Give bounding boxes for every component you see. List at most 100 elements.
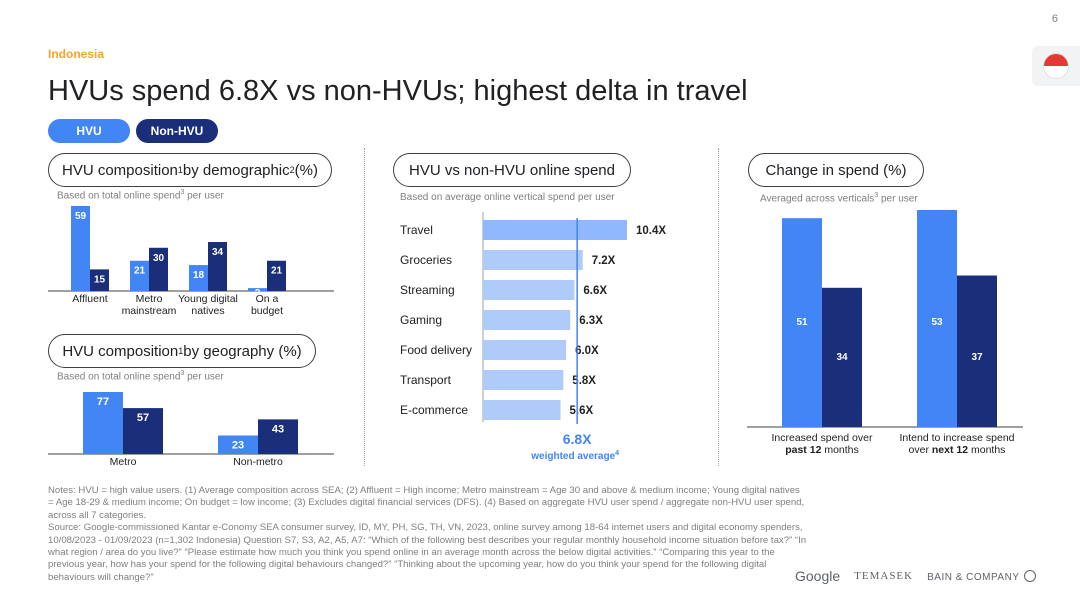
bar-hvu	[130, 260, 149, 291]
category-label-line1: Intend to increase spend	[900, 432, 1015, 444]
data-label: 5.8X	[572, 375, 596, 387]
weighted-average-sup: 4	[615, 450, 619, 457]
data-label-hvu: 77	[97, 396, 109, 408]
category-label: Travel	[400, 223, 433, 237]
category-label: Gaming	[400, 313, 442, 327]
spend-bar	[483, 310, 571, 330]
bar-non-hvu	[258, 419, 298, 454]
bar-hvu	[189, 265, 208, 291]
category-label-line2: past 12 months	[785, 444, 859, 456]
spend-bar	[483, 370, 564, 390]
data-label: 5.6X	[570, 405, 594, 417]
data-label-non-hvu: 43	[272, 423, 284, 435]
spend-subnote: Based on average online vertical spend p…	[400, 192, 615, 203]
bar-non-hvu	[123, 408, 163, 454]
category-label: mainstream	[122, 305, 177, 317]
spend-bar	[483, 220, 627, 240]
geography-chart: 77 57 Metro 23 43 Non-metro	[48, 392, 334, 468]
data-label-non-hvu: 37	[971, 352, 983, 363]
category-label: Metro	[136, 293, 163, 305]
bar-non-hvu	[957, 275, 997, 427]
spend-bar	[483, 340, 567, 360]
category-label: Affluent	[72, 293, 107, 305]
category-label: Groceries	[400, 253, 452, 267]
footnote-source: Source: Google-commissioned Kantar e-Con…	[48, 522, 807, 583]
bar-non-hvu	[149, 247, 168, 291]
category-label: Young digital	[178, 293, 238, 305]
category-label-bold: next 12	[932, 444, 968, 456]
spend-bar	[483, 250, 583, 270]
legend-hvu: HVU	[48, 119, 130, 143]
partner-logos: Google TEMASEK BAIN & COMPANY	[795, 568, 1036, 584]
category-label: Metro	[110, 456, 137, 468]
change-subnote: Averaged across verticals3 per user	[760, 192, 918, 205]
bar-hvu	[248, 288, 267, 291]
category-label: Transport	[400, 373, 452, 387]
category-label-part: months	[821, 444, 858, 456]
category-label: Non-metro	[233, 456, 283, 468]
bain-logo: BAIN & COMPANY	[927, 569, 1036, 583]
data-label: 10.4X	[636, 225, 666, 237]
category-label: Food delivery	[400, 343, 472, 357]
bar-hvu	[71, 206, 90, 291]
footnote-notes: Notes: HVU = high value users. (1) Avera…	[48, 485, 805, 521]
category-label-line2: over next 12 months	[909, 444, 1006, 456]
category-label: budget	[251, 305, 283, 317]
data-label-hvu: 2	[255, 288, 261, 299]
data-label-hvu: 59	[75, 211, 87, 222]
footnotes: Notes: HVU = high value users. (1) Avera…	[48, 485, 808, 584]
category-label: Streaming	[400, 283, 455, 297]
temasek-logo: TEMASEK	[854, 570, 914, 582]
flag-tab	[1032, 46, 1080, 86]
bar-non-hvu	[90, 269, 109, 291]
indonesia-flag-icon	[1044, 54, 1068, 78]
demographic-subnote: Based on total online spend3 per user	[57, 189, 224, 202]
google-logo: Google	[795, 568, 841, 584]
data-label: 6.0X	[575, 345, 599, 357]
geography-subnote: Based on total online spend3 per user	[57, 370, 224, 383]
bar-hvu	[782, 218, 822, 427]
bar-hvu	[83, 392, 123, 454]
category-label-part: over	[909, 444, 932, 456]
data-label-non-hvu: 15	[94, 274, 106, 285]
data-label-non-hvu: 30	[153, 253, 165, 264]
divider-right	[718, 148, 719, 466]
page-number: 6	[1051, 13, 1058, 25]
change-section-title: Change in spend (%)	[748, 153, 924, 187]
data-label-non-hvu: 34	[836, 352, 848, 363]
divider-left	[364, 148, 365, 466]
bar-hvu	[218, 435, 258, 454]
category-label-line1: Increased spend over	[772, 432, 873, 444]
weighted-average-value: 6.8X	[563, 431, 592, 447]
legend-non-hvu: Non-HVU	[136, 119, 218, 143]
bar-hvu	[917, 210, 957, 427]
country-label: Indonesia	[48, 47, 105, 61]
bar-non-hvu	[208, 242, 227, 291]
spend-section-title: HVU vs non-HVU online spend	[393, 153, 631, 187]
data-label: 7.2X	[592, 255, 616, 267]
data-label-hvu: 51	[796, 317, 808, 328]
category-label: natives	[191, 305, 224, 317]
bain-mark-icon	[1023, 569, 1036, 582]
geography-section-title: HVU composition 1 by geography (%)	[48, 334, 316, 368]
data-label-hvu: 18	[193, 270, 205, 281]
spend-chart: Travel 10.4X Groceries 7.2X Streaming 6.6X Gam…	[400, 212, 666, 462]
bar-non-hvu	[822, 287, 862, 427]
data-label: 6.6X	[583, 285, 607, 297]
demographic-section-title: HVU composition 1 by demographic 2 (%)	[48, 153, 332, 187]
spend-bar	[483, 280, 575, 300]
data-label: 6.3X	[579, 315, 603, 327]
data-label-hvu: 23	[232, 439, 244, 451]
bar-non-hvu	[267, 260, 286, 291]
category-label: On a	[256, 293, 279, 305]
data-label-hvu: 21	[134, 266, 146, 277]
data-label-non-hvu: 34	[212, 247, 224, 258]
data-label-non-hvu: 21	[271, 266, 283, 277]
data-label-non-hvu: 57	[137, 412, 149, 424]
category-label-bold: past 12	[785, 444, 821, 456]
category-label: E-commerce	[400, 403, 468, 417]
data-label-hvu: 53	[931, 317, 943, 328]
weighted-average-label: weighted average4	[530, 450, 619, 462]
